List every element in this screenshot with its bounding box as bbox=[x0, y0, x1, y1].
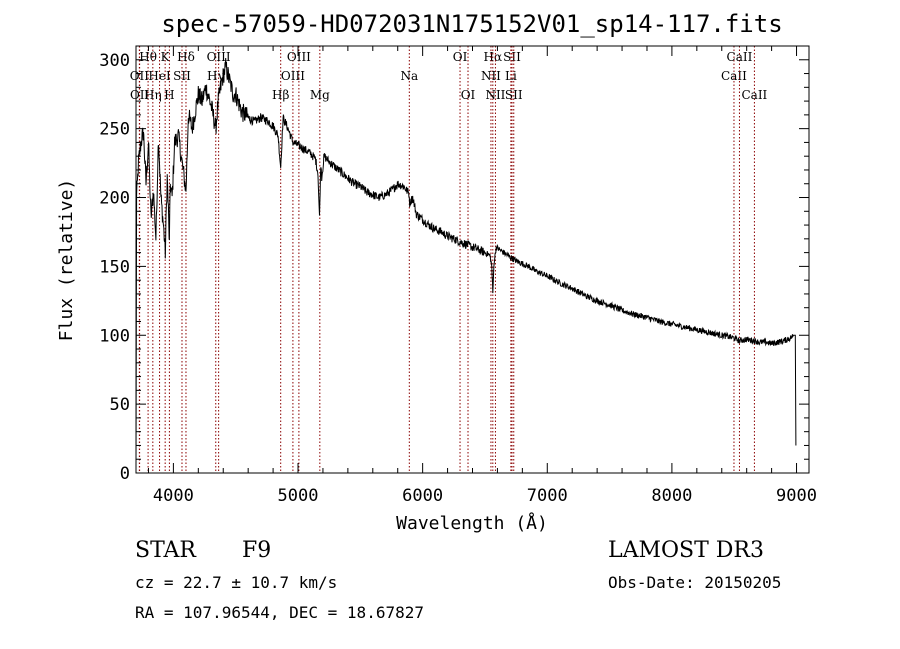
line-label-11: Hβ bbox=[272, 88, 289, 102]
line-label-26: CaII bbox=[741, 88, 767, 102]
y-tick-label-5: 250 bbox=[99, 120, 130, 140]
line-label-1: OII bbox=[130, 69, 150, 83]
line-label-24: CaII bbox=[721, 69, 747, 83]
spectrum-line-0 bbox=[135, 57, 797, 467]
spectral-line-markers: HθOIIOIIHηHeIKSIIHHδHγOIIIHβOIIIOIIIMgNa… bbox=[130, 46, 768, 473]
line-label-17: OI bbox=[461, 88, 476, 102]
line-label-18: Hα bbox=[484, 50, 503, 64]
line-label-14: Mg bbox=[310, 88, 330, 102]
observation-date: Obs-Date: 20150205 bbox=[608, 573, 782, 592]
line-label-16: OI bbox=[453, 50, 468, 64]
survey-name: LAMOST DR3 bbox=[608, 538, 764, 563]
object-subclass: F9 bbox=[242, 538, 272, 563]
x-tick-label-5: 9000 bbox=[776, 486, 817, 506]
line-label-12: OIII bbox=[281, 69, 305, 83]
plot-frame bbox=[135, 45, 810, 474]
line-label-0: Hθ bbox=[139, 50, 157, 64]
line-label-2: OII bbox=[130, 88, 150, 102]
y-tick-label-4: 200 bbox=[99, 189, 130, 209]
x-tick-label-2: 6000 bbox=[402, 486, 443, 506]
line-label-5: K bbox=[161, 50, 171, 64]
line-label-8: Hδ bbox=[177, 50, 195, 64]
x-tick-label-3: 7000 bbox=[527, 486, 568, 506]
y-tick-label-3: 150 bbox=[99, 257, 130, 277]
line-label-10: OIII bbox=[207, 50, 231, 64]
chart-title: spec-57059-HD072031N175152V01_sp14-117.f… bbox=[161, 10, 782, 38]
x-tick-label-1: 5000 bbox=[278, 486, 319, 506]
y-tick-label-1: 50 bbox=[110, 395, 130, 415]
line-label-13: OIII bbox=[287, 50, 311, 64]
y-axis-label: Flux (relative) bbox=[56, 179, 77, 342]
object-class: STAR bbox=[135, 538, 196, 563]
line-label-22: Li bbox=[505, 69, 517, 83]
y-tick-label-2: 100 bbox=[99, 326, 130, 346]
line-label-15: Na bbox=[400, 69, 418, 83]
line-label-6: SII bbox=[173, 69, 191, 83]
spectrum-series bbox=[135, 57, 797, 467]
y-tick-label-6: 300 bbox=[99, 51, 130, 71]
coordinates: RA = 107.96544, DEC = 18.67827 bbox=[135, 603, 424, 622]
line-label-7: H bbox=[164, 88, 174, 102]
line-label-9: Hγ bbox=[207, 69, 225, 83]
line-label-25: CaII bbox=[727, 50, 753, 64]
y-tick-label-0: 0 bbox=[120, 464, 130, 484]
line-label-23: SII bbox=[505, 88, 523, 102]
redshift-cz: cz = 22.7 ± 10.7 km/s bbox=[135, 573, 338, 592]
line-label-21: SII bbox=[503, 50, 521, 64]
line-label-3: Hη bbox=[144, 88, 162, 102]
x-tick-label-0: 4000 bbox=[153, 486, 194, 506]
axis-ticks: 4000 5000 6000 7000 8000 9000 0 50 100 150 200 250 3… bbox=[99, 45, 817, 506]
x-tick-label-4: 8000 bbox=[651, 486, 692, 506]
line-label-4: HeI bbox=[148, 69, 171, 83]
line-label-19: NII bbox=[481, 69, 501, 83]
x-axis-label: Wavelength (Å) bbox=[396, 512, 548, 534]
line-label-20: NII bbox=[485, 88, 505, 102]
